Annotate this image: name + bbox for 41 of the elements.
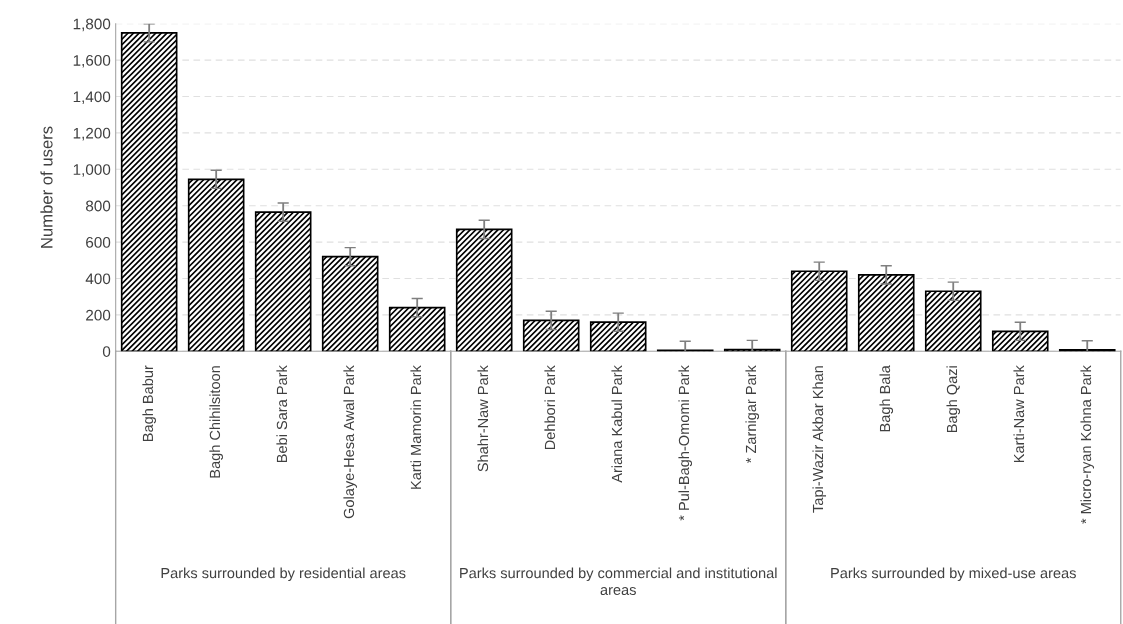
y-tick-label: 1,600	[73, 54, 111, 68]
x-tick-label: Karti-Naw Park	[1013, 365, 1025, 463]
bar	[455, 228, 513, 352]
x-tick-label: Golaye-Hesa Awal Park	[343, 365, 357, 519]
x-tick-label: Karti Mamorin Park	[410, 365, 422, 489]
y-tick-label: 0	[102, 346, 111, 357]
x-tick-label: * Zarnigar Park	[745, 365, 760, 464]
x-tick-label: Bagh Chihilsitoon	[209, 366, 223, 478]
bar	[589, 321, 647, 352]
x-tick-label: * Micro-ryan Kohna Park	[1080, 365, 1095, 524]
bar	[388, 306, 446, 352]
y-tick-label: 1,800	[73, 18, 111, 32]
y-tick-label: 600	[86, 236, 111, 248]
bar	[254, 211, 312, 352]
text: Parks surrounded by mixed-use areas	[831, 567, 1076, 582]
bar	[924, 290, 982, 352]
bar	[187, 178, 245, 352]
x-tick-label: Ariana Kabul Park	[611, 365, 623, 483]
x-tick-label: * Pul-Bagh-Omomi Park	[678, 365, 693, 521]
x-tick-label: Bagh Qazi	[946, 366, 961, 433]
bar	[991, 330, 1049, 352]
y-tick-label: 200	[86, 309, 111, 321]
x-tick-label: Bagh Bala	[879, 365, 894, 432]
y-tick-label: 400	[85, 273, 111, 285]
x-tick-label: Shahr-Naw Park	[477, 365, 489, 472]
x-tick-label: Bebi Sara Park	[276, 365, 288, 463]
y-tick-label: 800	[85, 200, 111, 212]
text: Parks surrounded by commercial and institutional areas	[460, 567, 777, 595]
x-tick-label: Bagh Babur	[142, 365, 156, 442]
y-tick-label: 1,200	[73, 127, 111, 141]
bar	[120, 31, 178, 352]
y-tick-label: 1,000	[73, 164, 111, 177]
text: Parks surrounded by residential areas	[161, 567, 406, 582]
bar	[321, 255, 379, 352]
bar	[522, 319, 580, 352]
bar	[857, 274, 915, 352]
bar	[790, 270, 848, 352]
x-tick-label: Tapi-Wazir Akbar Khan	[812, 366, 827, 513]
y-tick-label: 1,400	[73, 91, 111, 104]
x-tick-label: Dehbori Park	[544, 365, 556, 450]
y-axis-title: Number of users	[40, 126, 53, 248]
